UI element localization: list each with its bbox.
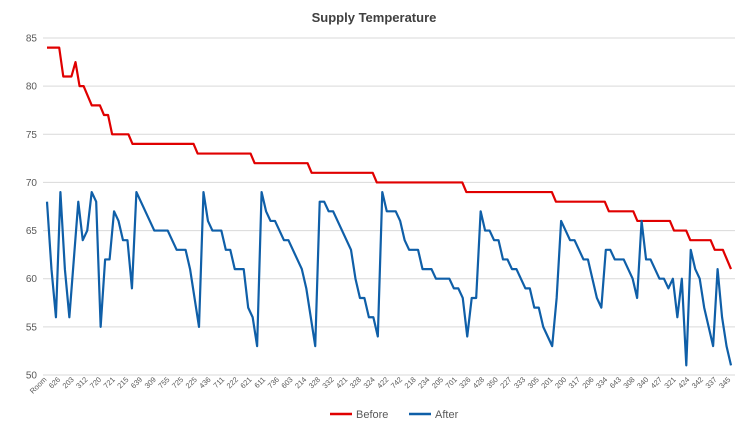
y-tick-label: 70 bbox=[26, 178, 38, 189]
legend-label-before: Before bbox=[356, 409, 388, 421]
x-tick-label: 215 bbox=[115, 375, 130, 390]
x-tick-label: 308 bbox=[621, 375, 636, 390]
x-tick-label: 721 bbox=[102, 375, 117, 390]
x-tick-label: 200 bbox=[553, 375, 568, 390]
y-tick-label: 75 bbox=[26, 130, 38, 141]
x-tick-label: 225 bbox=[184, 375, 199, 390]
x-tick-label: 421 bbox=[334, 375, 349, 390]
x-tick-label: 328 bbox=[307, 375, 322, 390]
x-tick-label: 701 bbox=[444, 375, 459, 390]
y-tick-label: 60 bbox=[26, 274, 38, 285]
x-tick-label: 436 bbox=[197, 375, 212, 390]
x-tick-label: 324 bbox=[362, 375, 377, 390]
x-tick-label: 345 bbox=[717, 375, 732, 390]
x-tick-label: 227 bbox=[498, 375, 513, 390]
x-tick-label: 205 bbox=[430, 375, 445, 390]
series-lines bbox=[45, 46, 733, 367]
x-tick-label: 222 bbox=[225, 375, 240, 390]
series-line-before bbox=[47, 46, 733, 270]
x-tick-label: 328 bbox=[348, 375, 363, 390]
x-tick-label: 428 bbox=[471, 375, 486, 390]
x-tick-label: 334 bbox=[594, 375, 609, 390]
x-tick-label: 305 bbox=[526, 375, 541, 390]
x-tick-label: 309 bbox=[143, 375, 158, 390]
legend: Before After bbox=[330, 409, 459, 421]
x-tick-label: 422 bbox=[375, 375, 390, 390]
x-tick-label: 326 bbox=[457, 375, 472, 390]
x-tick-label: 742 bbox=[389, 375, 404, 390]
x-tick-label: 218 bbox=[403, 375, 418, 390]
x-tick-label: 350 bbox=[485, 375, 500, 390]
x-tick-label: 340 bbox=[635, 375, 650, 390]
y-tick-label: 65 bbox=[26, 226, 38, 237]
y-tick-label: 80 bbox=[26, 82, 38, 93]
x-tick-label: 643 bbox=[608, 375, 623, 390]
x-tick-label: 206 bbox=[580, 375, 595, 390]
x-tick-label: 317 bbox=[567, 375, 582, 390]
x-tick-label: 342 bbox=[690, 375, 705, 390]
y-tick-label: 85 bbox=[26, 34, 38, 45]
x-tick-label: 312 bbox=[74, 375, 89, 390]
x-tick-label: 332 bbox=[320, 375, 335, 390]
x-tick-label: 234 bbox=[416, 375, 431, 390]
x-tick-label: 424 bbox=[676, 375, 691, 390]
y-tick-label: 50 bbox=[26, 371, 38, 382]
x-tick-label: 337 bbox=[704, 375, 719, 390]
chart-title: Supply Temperature bbox=[312, 10, 437, 25]
series-line-after bbox=[45, 190, 733, 367]
x-tick-label: 214 bbox=[293, 375, 308, 390]
y-tick-label: 55 bbox=[26, 322, 38, 333]
x-tick-label: 711 bbox=[211, 375, 226, 390]
legend-label-after: After bbox=[435, 409, 459, 421]
x-tick-label: 755 bbox=[156, 375, 171, 390]
x-tick-label: 611 bbox=[252, 375, 267, 390]
x-tick-label: 639 bbox=[129, 375, 144, 390]
x-tick-label: 720 bbox=[88, 375, 103, 390]
x-tick-label: 321 bbox=[662, 375, 677, 390]
gridlines bbox=[43, 37, 735, 376]
x-axis-ticks: Room626203312720721215639309755725225436… bbox=[28, 375, 733, 396]
y-axis-ticks: 50 55 60 65 70 75 80 85 bbox=[26, 34, 38, 382]
x-tick-label: 736 bbox=[266, 375, 281, 390]
x-tick-label: 203 bbox=[61, 375, 76, 390]
x-tick-label: 427 bbox=[649, 375, 664, 390]
x-tick-label: 201 bbox=[539, 375, 554, 390]
x-tick-label: 333 bbox=[512, 375, 527, 390]
x-tick-label: 725 bbox=[170, 375, 185, 390]
x-tick-label: 621 bbox=[238, 375, 253, 390]
x-tick-label: 626 bbox=[47, 375, 62, 390]
x-tick-label: 603 bbox=[279, 375, 294, 390]
